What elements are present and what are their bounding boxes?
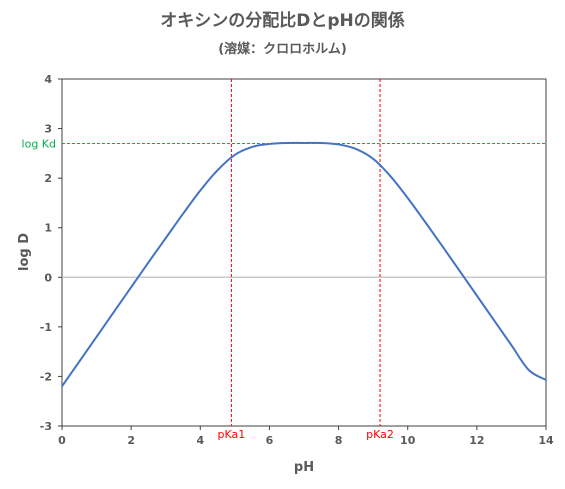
y-tick-label: 0: [44, 271, 52, 284]
x-tick-label: 4: [196, 434, 204, 447]
axes: [58, 78, 547, 430]
y-tick-label: -3: [40, 420, 52, 433]
y-tick-label: 3: [44, 123, 52, 136]
reference-lines: log Kd pKa1 pKa2: [22, 79, 546, 441]
y-tick-label: -2: [40, 370, 52, 383]
pka2-label: pKa2: [366, 428, 394, 441]
log-kd-label: log Kd: [22, 137, 56, 150]
y-tick-label: 1: [44, 222, 52, 235]
y-tick-label: -1: [40, 321, 52, 334]
y-axis-label: log D: [17, 233, 32, 271]
pka1-label: pKa1: [218, 428, 246, 441]
chart-title: オキシンの分配比DとpHの関係: [160, 11, 405, 31]
x-tick-label: 12: [469, 434, 484, 447]
chart-subtitle: (溶媒：クロロホルム): [218, 42, 347, 57]
x-axis-label: pH: [294, 460, 314, 475]
series-group: [61, 141, 547, 387]
x-tick-label: 10: [400, 434, 416, 447]
plot-frame: [61, 78, 547, 427]
y-tick-label: 2: [44, 172, 52, 185]
x-tick-label: 14: [538, 434, 554, 447]
x-tick-label: 2: [127, 434, 135, 447]
x-tick-label: 8: [335, 434, 343, 447]
y-tick-label: 4: [44, 73, 52, 86]
series-line-0: [61, 141, 547, 387]
x-tick-label: 6: [266, 434, 274, 447]
x-tick-label: 0: [58, 434, 66, 447]
